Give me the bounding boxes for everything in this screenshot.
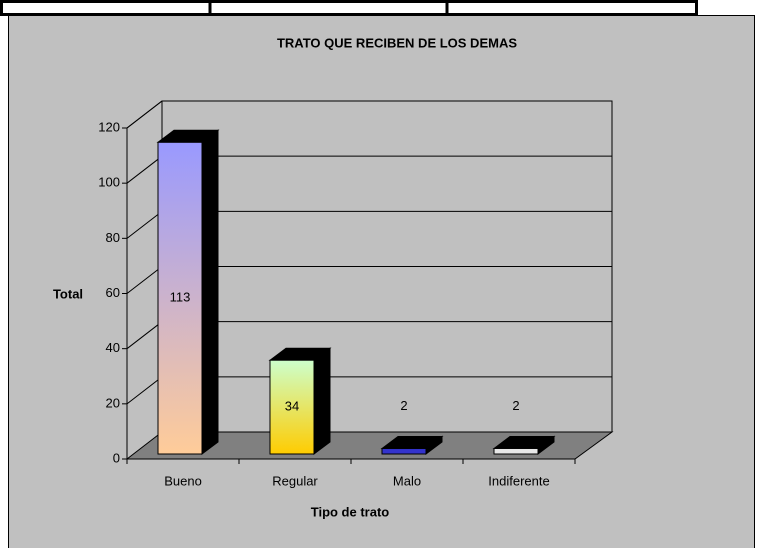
y-axis-label: Total — [53, 286, 83, 301]
data-label: 34 — [285, 399, 299, 414]
grid-line — [126, 100, 612, 129]
data-label: 2 — [512, 398, 519, 413]
x-tick-label: Regular — [272, 473, 318, 488]
bar — [381, 447, 427, 455]
y-tick-label: 80 — [106, 230, 120, 245]
data-label: 2 — [400, 398, 407, 413]
bar — [157, 141, 203, 455]
x-tick-label: Indiferente — [488, 473, 549, 488]
y-tick-label: 60 — [106, 285, 120, 300]
table-strip — [0, 0, 698, 16]
data-label: 113 — [170, 290, 191, 305]
x-tick-label: Malo — [393, 473, 421, 488]
bar — [493, 447, 539, 455]
bar-side — [313, 347, 331, 455]
y-tick-label: 40 — [106, 340, 120, 355]
y-tick-label: 20 — [106, 395, 120, 410]
chart-title: TRATO QUE RECIBEN DE LOS DEMAS — [277, 35, 517, 50]
bar-side — [201, 129, 219, 455]
x-axis-label: Tipo de trato — [311, 504, 390, 519]
bar — [269, 359, 315, 455]
y-tick-label: 0 — [113, 450, 120, 465]
y-tick-label: 100 — [98, 175, 120, 190]
y-tick-label: 120 — [98, 119, 120, 134]
plot-area — [127, 101, 612, 459]
x-tick-label: Bueno — [164, 473, 202, 488]
